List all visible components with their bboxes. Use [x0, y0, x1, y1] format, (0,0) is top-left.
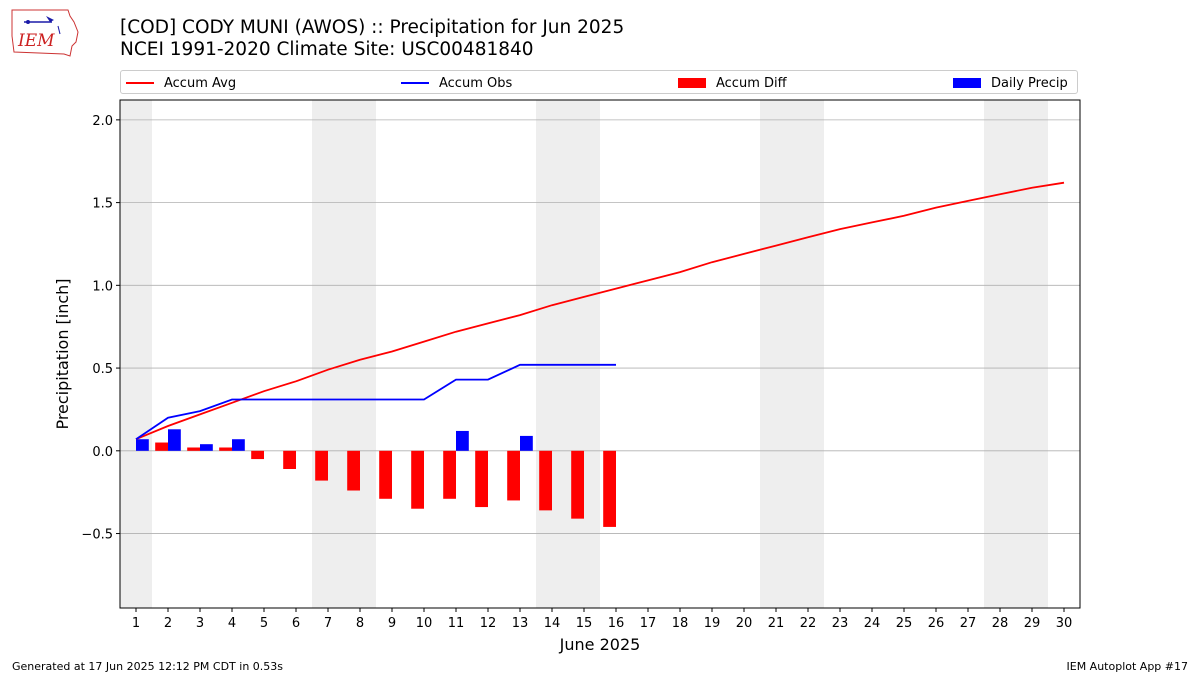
- y-tick-label: 0.0: [92, 445, 113, 460]
- weekend-band-day-15: [568, 100, 600, 608]
- legend-label-accum-diff: Accum Diff: [716, 75, 787, 91]
- legend-item-accum-avg: Accum Avg: [126, 74, 236, 92]
- iem-logo-text: IEM: [17, 31, 55, 51]
- x-tick-label: 8: [356, 616, 364, 631]
- daily-precip-bar: [136, 439, 149, 451]
- legend-swatch-daily-precip: [953, 78, 981, 88]
- y-tick-label: 1.0: [92, 279, 113, 294]
- daily-precip-bar: [232, 439, 245, 451]
- x-tick-label: 6: [292, 616, 300, 631]
- y-tick-label: 1.5: [92, 197, 113, 212]
- x-tick-label: 17: [640, 616, 657, 631]
- x-tick-label: 12: [480, 616, 497, 631]
- legend-item-daily-precip: Daily Precip: [953, 74, 1068, 92]
- accum-obs-line: [135, 363, 616, 440]
- plot-frame: [119, 99, 1081, 609]
- accum-diff-bar: [571, 450, 584, 519]
- legend-item-accum-diff: Accum Diff: [678, 74, 787, 92]
- bars: [136, 429, 616, 527]
- axis-ticks: −0.50.00.51.01.52.01 2 3 4 5 6 7 8 9 10 11 12 13 14 15…: [81, 114, 1072, 631]
- accum-diff-bar: [155, 442, 168, 451]
- series-lines: [135, 181, 1065, 441]
- x-tick-label: 19: [704, 616, 721, 631]
- chart-subtitle: NCEI 1991-2020 Climate Site: USC00481840: [120, 39, 534, 60]
- x-tick-label: 20: [736, 616, 753, 631]
- chart-title: [COD] CODY MUNI (AWOS) :: Precipitation …: [120, 17, 625, 38]
- accum-diff-bar: [475, 450, 488, 508]
- x-tick-label: 18: [672, 616, 689, 631]
- legend-label-accum-avg: Accum Avg: [164, 75, 237, 91]
- accum-diff-bar: [443, 450, 456, 499]
- y-axis-label: Precipitation [inch]: [53, 278, 72, 429]
- x-tick-label: 22: [800, 616, 817, 631]
- x-tick-label: 15: [576, 616, 593, 631]
- accum-diff-bar: [379, 450, 392, 499]
- legend-swatch-accum-avg: [126, 82, 154, 84]
- accum-diff-bar: [603, 450, 616, 527]
- weekend-band-day-1: [120, 100, 152, 608]
- x-tick-label: 28: [992, 616, 1009, 631]
- daily-precip-bar: [168, 429, 181, 451]
- x-tick-label: 13: [512, 616, 529, 631]
- grid-lines: [120, 119, 1080, 534]
- generated-timestamp: Generated at 17 Jun 2025 12:12 PM CDT in…: [12, 660, 284, 673]
- weekend-shading: [120, 100, 1048, 608]
- legend-label-accum-obs: Accum Obs: [439, 75, 513, 91]
- weekend-band-day-14: [536, 100, 568, 608]
- legend-swatch-accum-obs: [401, 82, 429, 84]
- accum-diff-bar: [315, 450, 328, 481]
- x-tick-label: 7: [324, 616, 332, 631]
- weekend-band-day-21: [760, 100, 792, 608]
- x-tick-label: 23: [832, 616, 849, 631]
- weekend-band-day-8: [344, 100, 376, 608]
- x-tick-label: 5: [260, 616, 268, 631]
- y-tick-label: 0.5: [92, 362, 113, 377]
- x-tick-label: 16: [608, 616, 625, 631]
- x-tick-label: 3: [196, 616, 204, 631]
- x-tick-label: 1: [132, 616, 140, 631]
- x-tick-label: 24: [864, 616, 881, 631]
- x-tick-label: 27: [960, 616, 977, 631]
- x-tick-label: 21: [768, 616, 785, 631]
- legend-label-daily-precip: Daily Precip: [991, 75, 1068, 91]
- x-tick-label: 9: [388, 616, 396, 631]
- y-tick-label: 2.0: [92, 114, 113, 129]
- weekend-band-day-28: [984, 100, 1016, 608]
- legend-swatch-accum-diff: [678, 78, 706, 88]
- accum-diff-bar: [539, 450, 552, 511]
- x-tick-label: 14: [544, 616, 561, 631]
- x-axis-label: June 2025: [559, 635, 641, 654]
- accum-diff-bar: [251, 450, 264, 460]
- x-tick-label: 30: [1056, 616, 1073, 631]
- accum-diff-bar: [283, 450, 296, 470]
- x-tick-label: 26: [928, 616, 945, 631]
- accum-diff-bar: [219, 447, 232, 451]
- x-tick-label: 4: [228, 616, 236, 631]
- accum-diff-bar: [187, 447, 200, 451]
- accum-diff-bar: [507, 450, 520, 501]
- y-tick-label: −0.5: [81, 528, 113, 543]
- x-tick-label: 29: [1024, 616, 1041, 631]
- app-id-label: IEM Autoplot App #17: [1066, 660, 1189, 673]
- daily-precip-bar: [520, 435, 533, 451]
- x-tick-label: 2: [164, 616, 172, 631]
- weekend-band-day-29: [1016, 100, 1048, 608]
- accum-diff-bar: [411, 450, 424, 509]
- accum-avg-line: [135, 181, 1065, 441]
- daily-precip-bar: [456, 430, 469, 451]
- chart-legend: Accum Avg Accum Obs Accum Diff Daily Pre…: [120, 70, 1078, 94]
- legend-item-accum-obs: Accum Obs: [401, 74, 512, 92]
- x-tick-label: 10: [416, 616, 433, 631]
- x-tick-label: 25: [896, 616, 913, 631]
- weekend-band-day-22: [792, 100, 824, 608]
- x-tick-label: 11: [448, 616, 465, 631]
- iem-logo: IEM: [11, 9, 79, 57]
- weekend-band-day-7: [312, 100, 344, 608]
- daily-precip-bar: [200, 444, 213, 451]
- accum-diff-bar: [347, 450, 360, 491]
